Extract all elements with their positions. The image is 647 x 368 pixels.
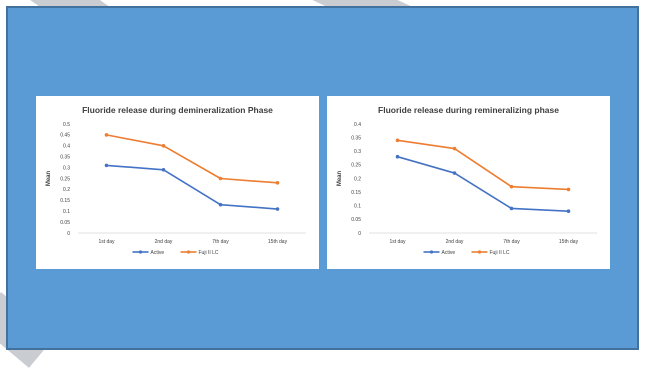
y-tick-label: 0.1 bbox=[63, 209, 70, 215]
x-tick-label: 2nd day bbox=[446, 239, 464, 245]
y-tick-label: 0.4 bbox=[63, 144, 70, 150]
series-line-active bbox=[397, 155, 569, 212]
y-tick-label: 0.35 bbox=[351, 135, 361, 141]
y-tick-label: 0.05 bbox=[351, 217, 361, 223]
data-point bbox=[218, 202, 223, 207]
data-point bbox=[104, 133, 109, 137]
y-tick-label: 0.3 bbox=[354, 149, 361, 155]
legend-marker bbox=[429, 250, 434, 254]
y-tick-label: 0.15 bbox=[60, 198, 70, 204]
data-point bbox=[452, 146, 457, 151]
series-line-active bbox=[106, 164, 278, 210]
legend-marker bbox=[477, 250, 482, 254]
y-tick-label: 0 bbox=[67, 231, 70, 237]
data-point bbox=[509, 206, 514, 211]
y-tick-label: 0.2 bbox=[354, 176, 361, 182]
x-tick-label: 7th day bbox=[503, 239, 520, 245]
y-tick-label: 0.05 bbox=[60, 220, 70, 226]
data-point bbox=[104, 163, 109, 168]
x-tick-label: 1st day bbox=[98, 239, 115, 245]
y-tick-label: 0.15 bbox=[351, 190, 361, 196]
data-point bbox=[566, 209, 571, 213]
y-tick-label: 0 bbox=[358, 231, 361, 237]
legend-label: Fuji II LC bbox=[490, 250, 510, 256]
y-axis-label: Mean bbox=[337, 171, 343, 187]
data-point bbox=[275, 181, 280, 185]
data-point bbox=[218, 176, 223, 181]
legend-label: Active bbox=[151, 250, 165, 256]
chart-demineralization: Fluoride release during demineralization… bbox=[36, 96, 319, 269]
data-point bbox=[452, 171, 457, 175]
y-tick-label: 0.45 bbox=[60, 133, 70, 139]
chart-title: Fluoride release during remineralizing p… bbox=[378, 105, 559, 115]
series-line-fuji-ii-lc bbox=[106, 134, 278, 184]
data-point bbox=[509, 184, 514, 189]
legend-label: Active bbox=[442, 250, 456, 256]
chart-svg-remineralizing: Fluoride release during remineralizing p… bbox=[337, 105, 597, 256]
series-line-fuji-ii-lc bbox=[397, 139, 569, 191]
y-tick-label: 0.25 bbox=[60, 176, 70, 182]
data-point bbox=[395, 138, 400, 143]
y-tick-label: 0.25 bbox=[351, 163, 361, 169]
legend-marker bbox=[138, 250, 143, 254]
x-tick-label: 15th day bbox=[268, 239, 288, 245]
x-tick-label: 2nd day bbox=[155, 239, 173, 245]
x-tick-label: 7th day bbox=[212, 239, 229, 245]
y-tick-label: 0.4 bbox=[354, 122, 361, 128]
data-point bbox=[161, 144, 166, 148]
data-point bbox=[275, 207, 280, 211]
x-tick-label: 1st day bbox=[389, 239, 406, 245]
y-tick-label: 0.2 bbox=[63, 187, 70, 193]
legend-label: Fuji II LC bbox=[199, 250, 219, 256]
y-tick-label: 0.3 bbox=[63, 165, 70, 171]
data-point bbox=[161, 167, 166, 172]
y-tick-label: 0.1 bbox=[354, 204, 361, 210]
chart-remineralizing: Fluoride release during remineralizing p… bbox=[327, 96, 610, 269]
y-axis-label: Mean bbox=[46, 171, 52, 187]
data-point bbox=[395, 154, 400, 159]
y-tick-label: 0.5 bbox=[63, 122, 70, 128]
chart-title: Fluoride release during demineralization… bbox=[82, 105, 273, 115]
legend-marker bbox=[186, 250, 191, 254]
chart-svg-demineralization: Fluoride release during demineralization… bbox=[46, 105, 306, 256]
x-tick-label: 15th day bbox=[559, 239, 579, 245]
data-point bbox=[566, 187, 571, 192]
y-tick-label: 0.35 bbox=[60, 155, 70, 161]
